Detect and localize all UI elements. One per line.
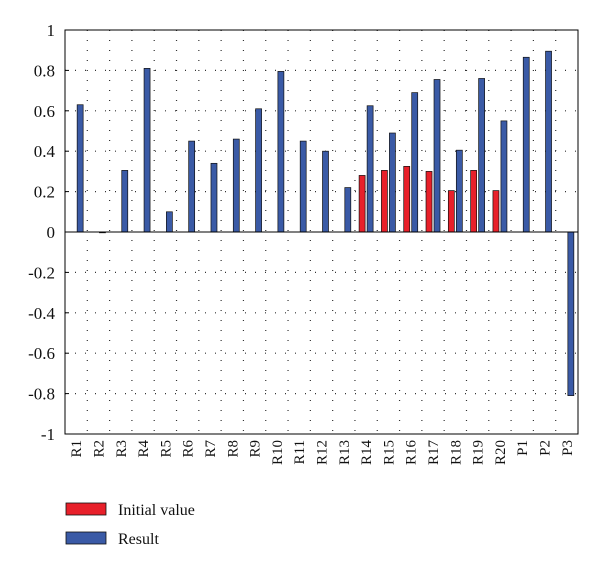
bar-result-r10	[277, 71, 285, 233]
x-tick-label-r19: R19	[471, 440, 487, 465]
y-tick-label: 0.8	[34, 61, 55, 80]
y-tick-label: 0.2	[34, 183, 55, 202]
x-tick-label-r10: R10	[270, 440, 286, 465]
bar-result-r13	[344, 187, 352, 233]
bar-result-r15	[389, 132, 396, 233]
legend-label: Initial value	[118, 502, 195, 519]
x-tick-label-r6: R6	[181, 440, 197, 458]
y-axis: 1 0.8 0.6 0.4 0.2 0 -0.2 -0.4 -0.6 -0.8 -1	[28, 21, 69, 444]
bar-result-p2	[545, 50, 552, 233]
legend-swatch	[65, 531, 107, 545]
x-tick-label-r9: R9	[248, 440, 264, 458]
bar-result-r12	[322, 150, 329, 233]
bar-result-r8	[232, 138, 240, 233]
x-tick-label-r16: R16	[404, 440, 420, 466]
bar-result-p3	[567, 231, 575, 396]
bar-result-r1	[76, 104, 84, 233]
legend: Initial value Result	[65, 502, 195, 548]
x-tick-label-p3: P3	[560, 440, 576, 456]
x-tick-label-r3: R3	[114, 440, 130, 458]
bar-initial-value-r16	[403, 166, 411, 233]
x-tick-label-r13: R13	[337, 440, 353, 465]
x-tick-label-p1: P1	[515, 440, 531, 456]
x-tick-label-r5: R5	[158, 440, 174, 458]
bar-result-r11	[299, 140, 307, 233]
y-tick-label: 0.4	[34, 142, 56, 161]
x-tick-label-r20: R20	[493, 440, 509, 465]
bar-result-r16	[411, 92, 419, 233]
bar-initial-value-r18	[447, 190, 455, 233]
x-tick-label-r4: R4	[136, 440, 152, 458]
x-tick-label-r11: R11	[292, 440, 308, 464]
bar-result-r6	[188, 140, 196, 233]
x-tick-label-r14: R14	[359, 440, 375, 466]
y-tick-label: -0.8	[28, 385, 55, 404]
bar-initial-value-r17	[425, 171, 433, 233]
bar-result-r17	[433, 79, 441, 233]
bar-result-r14	[366, 105, 374, 233]
bar-result-p1	[522, 56, 530, 233]
bar-initial-value-r20	[492, 190, 500, 233]
x-tick-label-r8: R8	[225, 440, 241, 458]
bar-result-r3	[121, 170, 129, 233]
x-tick-label-r18: R18	[448, 440, 464, 465]
x-tick-label-r12: R12	[315, 440, 331, 465]
y-tick-label: -1	[41, 425, 55, 444]
x-tick-label-r15: R15	[381, 440, 397, 465]
y-tick-label: -0.6	[28, 344, 55, 363]
x-axis: R1 R2 R3 R4 R5 R6 R7 R8 R9 R10 R11 R12 R13 R14 R15 R16 R…	[69, 440, 576, 466]
y-tick-label: -0.2	[28, 263, 55, 282]
bar-initial-value-r15	[381, 170, 388, 233]
x-tick-label-r1: R1	[69, 440, 85, 458]
bar-result-r7	[210, 162, 218, 233]
y-tick-label: 0	[47, 223, 56, 242]
x-tick-label-p2: P2	[538, 440, 554, 456]
bar-result-r5	[166, 211, 173, 233]
bar-result-r19	[478, 78, 485, 233]
y-tick-label: -0.4	[28, 304, 55, 323]
y-tick-label: 1	[47, 21, 56, 40]
bar-result-r4	[143, 68, 151, 233]
legend-label: Result	[118, 531, 159, 548]
bar-initial-value-r19	[470, 170, 477, 233]
bar-result-r20	[500, 120, 508, 233]
bar-initial-value-r14	[358, 175, 366, 233]
legend-swatch	[65, 502, 107, 516]
bars	[76, 50, 575, 396]
bar-result-r18	[455, 149, 463, 233]
x-tick-label-r7: R7	[203, 440, 219, 458]
y-tick-label: 0.6	[34, 102, 55, 121]
x-tick-label-r17: R17	[426, 440, 442, 466]
bar-result-r9	[255, 108, 262, 233]
x-tick-label-r2: R2	[91, 440, 107, 458]
